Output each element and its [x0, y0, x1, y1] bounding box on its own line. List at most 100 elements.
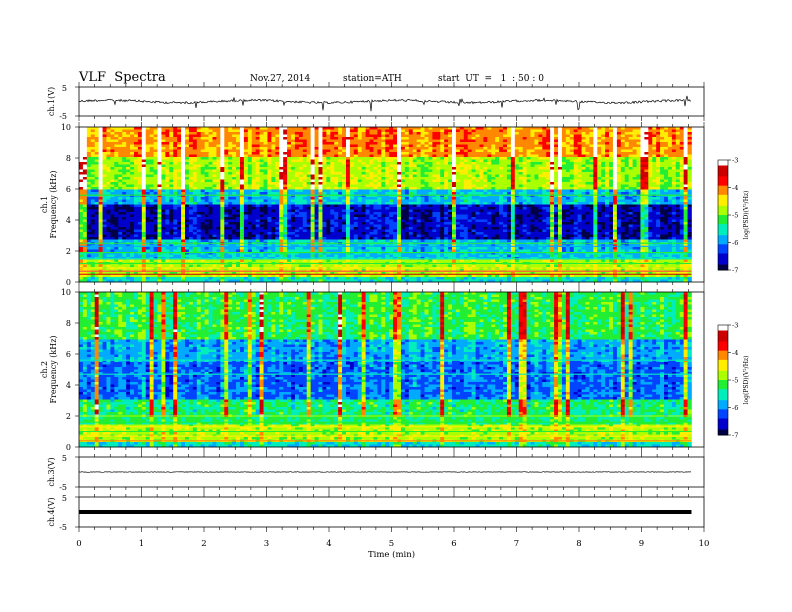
heatmap-cell: [385, 157, 389, 160]
heatmap-cell: [370, 130, 374, 133]
heatmap-cell: [291, 162, 295, 165]
heatmap-cell: [169, 145, 173, 148]
heatmap-cell: [91, 137, 95, 140]
heatmap-cell: [267, 142, 271, 145]
heatmap-cell: [342, 170, 346, 173]
heatmap-cell: [413, 185, 417, 188]
heatmap-cell: [460, 140, 464, 143]
heatmap-cell: [448, 160, 452, 163]
heatmap-cell: [79, 200, 83, 203]
heatmap-cell: [652, 182, 656, 185]
heatmap-cell: [558, 165, 562, 168]
heatmap-cell: [240, 172, 244, 175]
heatmap-cell: [503, 192, 507, 195]
heatmap-cell: [668, 160, 672, 163]
heatmap-cell: [562, 130, 566, 133]
heatmap-cell: [146, 147, 150, 150]
heatmap-cell: [578, 157, 582, 160]
heatmap-cell: [118, 180, 122, 183]
heatmap-cell: [358, 190, 362, 193]
heatmap-cell: [299, 205, 303, 208]
heatmap-cell: [546, 152, 550, 155]
heatmap-cell: [330, 192, 334, 195]
heatmap-cell: [656, 172, 660, 175]
heatmap-cell: [358, 145, 362, 148]
heatmap-cell: [672, 135, 676, 138]
heatmap-cell: [578, 180, 582, 183]
heatmap-cell: [578, 172, 582, 175]
heatmap-cell: [169, 147, 173, 150]
heatmap-cell: [629, 140, 633, 143]
heatmap-cell: [358, 147, 362, 150]
heatmap-cell: [299, 167, 303, 170]
heatmap-cell: [605, 192, 609, 195]
heatmap-cell: [346, 130, 350, 133]
heatmap-cell: [609, 180, 613, 183]
heatmap-cell: [542, 127, 546, 130]
heatmap-cell: [311, 167, 315, 170]
heatmap-cell: [393, 170, 397, 173]
heatmap-cell: [425, 192, 429, 195]
heatmap-cell: [142, 150, 146, 153]
heatmap-cell: [256, 192, 260, 195]
heatmap-cell: [169, 192, 173, 195]
heatmap-cell: [271, 182, 275, 185]
heatmap-cell: [354, 185, 358, 188]
heatmap-cell: [440, 182, 444, 185]
heatmap-cell: [311, 200, 315, 203]
heatmap-cell: [193, 160, 197, 163]
heatmap-cell: [181, 172, 185, 175]
heatmap-cell: [476, 185, 480, 188]
heatmap-cell: [507, 177, 511, 180]
heatmap-cell: [185, 132, 189, 135]
heatmap-cell: [303, 165, 307, 168]
heatmap-cell: [656, 182, 660, 185]
heatmap-cell: [275, 130, 279, 133]
heatmap-cell: [271, 180, 275, 183]
heatmap-cell: [585, 130, 589, 133]
heatmap-cell: [428, 150, 432, 153]
heatmap-cell: [326, 205, 330, 208]
heatmap-cell: [621, 192, 625, 195]
heatmap-cell: [664, 140, 668, 143]
heatmap-cell: [617, 142, 621, 145]
heatmap-cell: [546, 140, 550, 143]
heatmap-cell: [417, 152, 421, 155]
heatmap-cell: [401, 177, 405, 180]
heatmap-cell: [373, 127, 377, 130]
heatmap-cell: [350, 145, 354, 148]
heatmap-cell: [110, 147, 114, 150]
heatmap-cell: [507, 190, 511, 193]
heatmap-cell: [574, 197, 578, 200]
heatmap-cell: [322, 202, 326, 205]
heatmap-cell: [358, 180, 362, 183]
heatmap-cell: [421, 187, 425, 190]
heatmap-cell: [515, 190, 519, 193]
heatmap-cell: [236, 200, 240, 203]
heatmap-cell: [83, 200, 87, 203]
heatmap-cell: [350, 155, 354, 158]
heatmap-cell: [538, 135, 542, 138]
heatmap-cell: [648, 187, 652, 190]
heatmap-cell: [605, 142, 609, 145]
heatmap-cell: [664, 200, 668, 203]
heatmap-cell: [315, 182, 319, 185]
heatmap-cell: [519, 127, 523, 130]
heatmap-cell: [672, 150, 676, 153]
heatmap-cell: [644, 160, 648, 163]
heatmap-cell: [476, 180, 480, 183]
heatmap-cell: [523, 145, 527, 148]
heatmap-cell: [212, 155, 216, 158]
heatmap-cell: [401, 175, 405, 178]
heatmap-cell: [468, 190, 472, 193]
heatmap-cell: [267, 185, 271, 188]
heatmap-cell: [413, 132, 417, 135]
heatmap-cell: [185, 200, 189, 203]
heatmap-cell: [216, 177, 220, 180]
heatmap-cell: [212, 200, 216, 203]
heatmap-cell: [648, 202, 652, 205]
heatmap-cell: [338, 192, 342, 195]
heatmap-cell: [515, 175, 519, 178]
heatmap-cell: [236, 205, 240, 208]
heatmap-cell: [389, 155, 393, 158]
